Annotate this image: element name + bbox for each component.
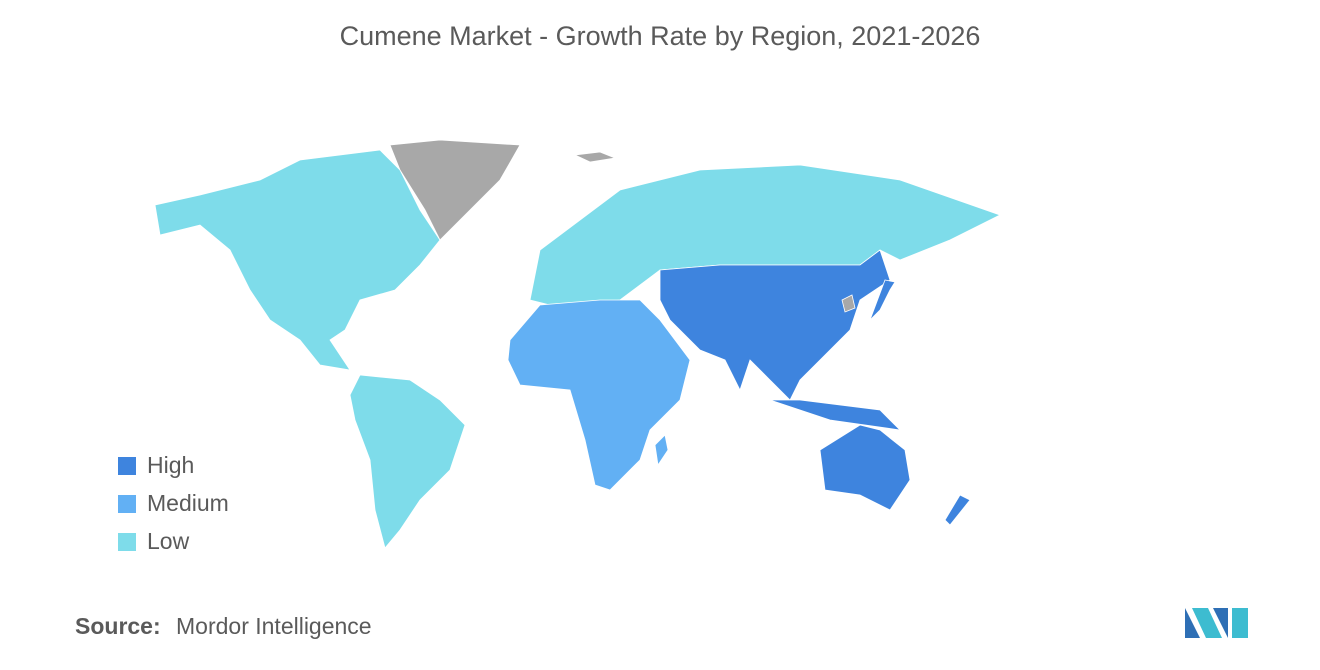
logo-shape	[1192, 608, 1222, 638]
region-no-data	[841, 294, 856, 313]
source-label: Source:	[75, 613, 161, 639]
region-north-america	[154, 149, 441, 371]
region-japan	[869, 279, 896, 321]
region-africa-middle-east	[507, 299, 691, 491]
logo-shape	[1232, 608, 1248, 638]
region-no-data	[389, 139, 521, 241]
source-text: Mordor Intelligence	[176, 613, 372, 639]
region-new-zealand	[944, 494, 971, 526]
logo-shape	[1185, 608, 1200, 638]
legend-label: Medium	[147, 490, 229, 516]
legend: High Medium Low	[118, 452, 229, 554]
logo-shape	[1213, 608, 1228, 638]
legend-label: High	[147, 452, 194, 478]
world-map	[154, 139, 1002, 549]
legend-swatch	[118, 533, 136, 551]
logo	[1185, 608, 1248, 638]
chart-title: Cumene Market - Growth Rate by Region, 2…	[340, 21, 981, 51]
region-no-data	[573, 151, 617, 163]
legend-label: Low	[147, 528, 190, 554]
region-madagascar	[654, 434, 669, 467]
region-south-america	[349, 374, 466, 549]
region-southeast-asia-islands	[769, 399, 902, 431]
legend-swatch	[118, 457, 136, 475]
region-asia	[659, 249, 891, 401]
legend-swatch	[118, 495, 136, 513]
region-australia	[819, 424, 911, 511]
